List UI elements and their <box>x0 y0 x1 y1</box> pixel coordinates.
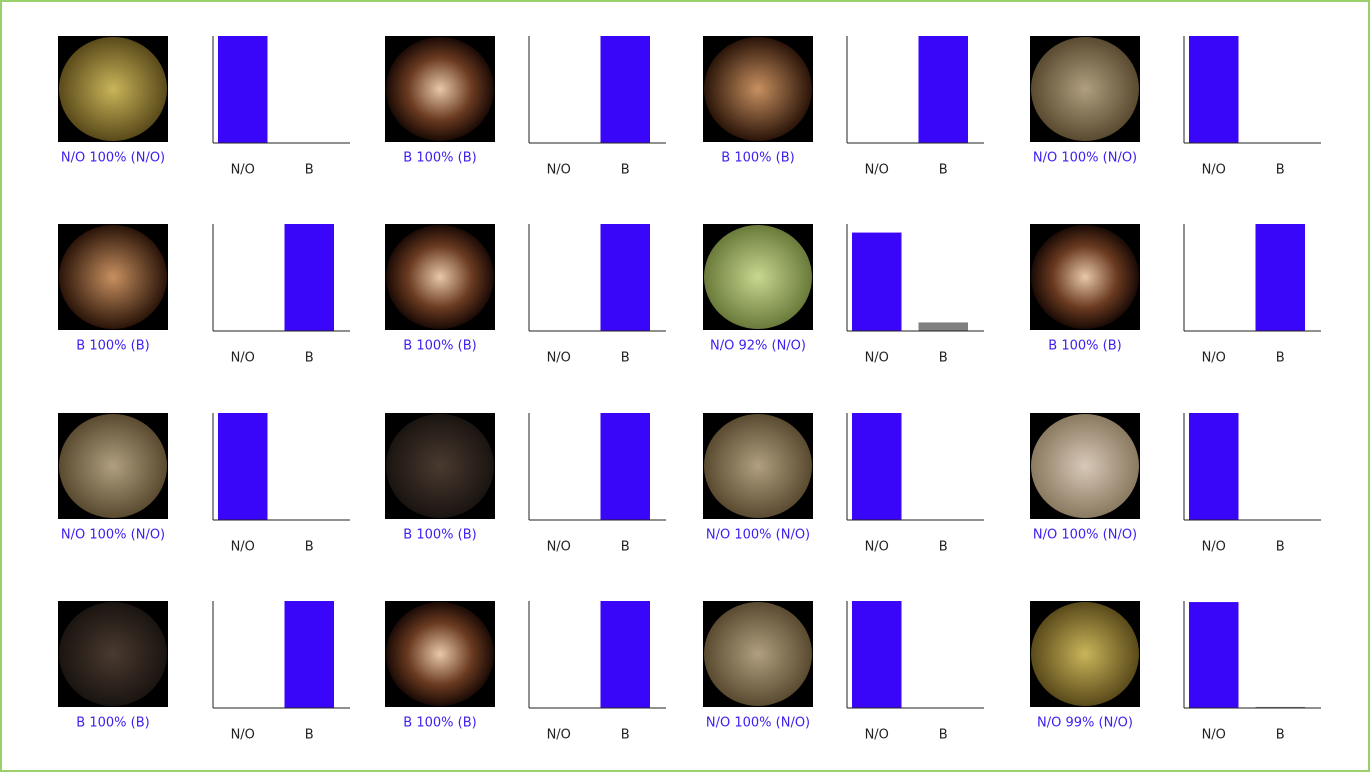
x-tick-label: B <box>1276 351 1285 366</box>
endoscopy-image <box>386 37 494 141</box>
x-tick-label: N/O <box>865 540 889 555</box>
bar <box>600 601 650 708</box>
image-caption: B 100% (B) <box>403 716 476 731</box>
image-caption: B 100% (B) <box>403 528 476 543</box>
bar <box>284 601 334 708</box>
endoscopy-image <box>1031 37 1139 141</box>
endoscopy-image <box>386 225 494 329</box>
bar <box>218 413 268 520</box>
bar <box>600 224 650 331</box>
bar <box>1189 413 1239 520</box>
x-tick-label: N/O <box>1202 163 1226 178</box>
x-tick-label: N/O <box>231 728 255 743</box>
x-tick-label: B <box>305 163 314 178</box>
endoscopy-image <box>1031 225 1139 329</box>
endoscopy-image <box>59 225 167 329</box>
bar <box>852 601 902 708</box>
x-tick-label: B <box>939 351 948 366</box>
x-tick-label: B <box>305 351 314 366</box>
x-tick-label: B <box>305 540 314 555</box>
panels: N/O 100% (N/O) N/O B B 100% (B) N/O B B 100% (… <box>58 36 1321 743</box>
x-tick-label: N/O <box>231 163 255 178</box>
x-tick-label: N/O <box>547 728 571 743</box>
x-tick-label: N/O <box>547 163 571 178</box>
x-tick-label: B <box>1276 728 1285 743</box>
x-tick-label: N/O <box>1202 351 1226 366</box>
image-caption: N/O 99% (N/O) <box>1037 716 1133 731</box>
image-caption: N/O 100% (N/O) <box>61 528 165 543</box>
x-tick-label: N/O <box>1202 540 1226 555</box>
x-tick-label: N/O <box>1202 728 1226 743</box>
bar <box>918 36 968 143</box>
x-tick-label: B <box>621 728 630 743</box>
image-caption: B 100% (B) <box>76 339 149 354</box>
endoscopy-image <box>704 414 812 518</box>
x-tick-label: B <box>621 351 630 366</box>
x-tick-label: B <box>1276 163 1285 178</box>
image-caption: B 100% (B) <box>403 339 476 354</box>
endoscopy-image <box>59 414 167 518</box>
x-tick-label: B <box>939 163 948 178</box>
x-tick-label: B <box>621 540 630 555</box>
endoscopy-image <box>386 602 494 706</box>
image-caption: N/O 100% (N/O) <box>1033 151 1137 166</box>
endoscopy-image <box>59 602 167 706</box>
bar <box>918 322 968 331</box>
image-caption: B 100% (B) <box>721 151 794 166</box>
endoscopy-image <box>59 37 167 141</box>
bar <box>600 36 650 143</box>
endoscopy-image <box>386 414 494 518</box>
bar <box>852 232 902 331</box>
endoscopy-image <box>1031 414 1139 518</box>
endoscopy-image <box>704 225 812 329</box>
bar <box>1189 602 1239 708</box>
x-tick-label: N/O <box>865 351 889 366</box>
bar <box>1255 224 1305 331</box>
bar <box>284 224 334 331</box>
x-tick-label: B <box>939 728 948 743</box>
endoscopy-image <box>704 37 812 141</box>
image-caption: N/O 92% (N/O) <box>710 339 806 354</box>
x-tick-label: N/O <box>865 163 889 178</box>
image-caption: B 100% (B) <box>76 716 149 731</box>
x-tick-label: N/O <box>231 540 255 555</box>
endoscopy-image <box>1031 602 1139 706</box>
image-caption: N/O 100% (N/O) <box>706 716 810 731</box>
x-tick-label: B <box>305 728 314 743</box>
image-caption: N/O 100% (N/O) <box>706 528 810 543</box>
x-tick-label: B <box>1276 540 1285 555</box>
image-caption: N/O 100% (N/O) <box>1033 528 1137 543</box>
x-tick-label: N/O <box>547 540 571 555</box>
endoscopy-image <box>704 602 812 706</box>
x-tick-label: N/O <box>231 351 255 366</box>
x-tick-label: N/O <box>865 728 889 743</box>
x-tick-label: N/O <box>547 351 571 366</box>
x-tick-label: B <box>621 163 630 178</box>
image-caption: B 100% (B) <box>1048 339 1121 354</box>
image-caption: B 100% (B) <box>403 151 476 166</box>
image-caption: N/O 100% (N/O) <box>61 151 165 166</box>
bar <box>1255 706 1305 708</box>
x-tick-label: B <box>939 540 948 555</box>
bar <box>600 413 650 520</box>
bar <box>852 413 902 520</box>
bar <box>1189 36 1239 143</box>
bar <box>218 36 268 143</box>
